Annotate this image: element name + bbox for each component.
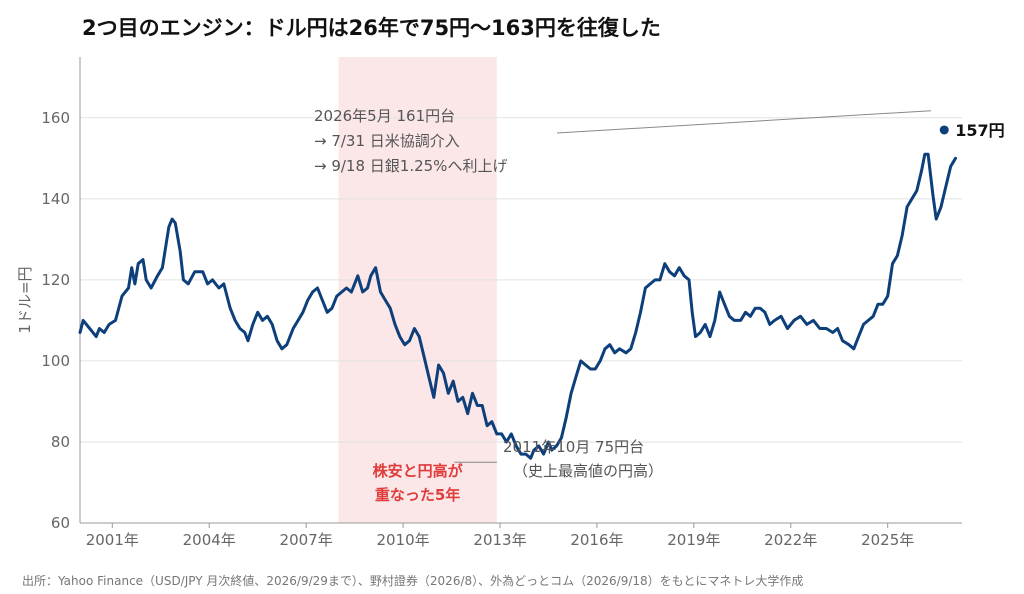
x-tick-label: 2004年 bbox=[183, 531, 236, 549]
annotation-leader-line bbox=[556, 110, 931, 134]
highlight-band-label: 重なった5年 bbox=[375, 486, 460, 504]
x-tick-label: 2025年 bbox=[861, 531, 914, 549]
x-tick-label: 2010年 bbox=[376, 531, 429, 549]
chart-title: 2つ目のエンジン：ドル円は26年で75円〜163円を往復した bbox=[82, 16, 661, 40]
annotation-text: （史上最高値の円高） bbox=[513, 462, 663, 480]
axes-group: 60 80 100 120 140 160 2001年 2004年 2007年 2010年 2013… bbox=[41, 57, 962, 549]
x-tick-label: 2007年 bbox=[280, 531, 333, 549]
y-tick-label: 100 bbox=[41, 352, 70, 370]
highlight-band-label: 株安と円高が bbox=[373, 462, 464, 480]
x-tick-label: 2022年 bbox=[764, 531, 817, 549]
x-tick-label: 2016年 bbox=[570, 531, 623, 549]
annotation-text: → 7/31 日米協調介入 bbox=[314, 132, 460, 150]
end-point-marker bbox=[939, 125, 949, 135]
annotation-text: → 9/18 日銀1.25%へ利上げ bbox=[314, 157, 507, 175]
y-tick-label: 160 bbox=[41, 109, 70, 127]
series-group: 157円 bbox=[78, 121, 1005, 460]
y-tick-label: 140 bbox=[41, 190, 70, 208]
y-tick-label: 120 bbox=[41, 271, 70, 289]
y-tick-label: 60 bbox=[51, 514, 70, 532]
x-tick-label: 2001年 bbox=[86, 531, 139, 549]
series-line bbox=[78, 152, 957, 460]
y-axis-label: 1ドル=円 bbox=[16, 266, 34, 333]
source-note: 出所：Yahoo Finance（USD/JPY 月次終値、2026/9/29ま… bbox=[22, 573, 803, 588]
x-tick-label: 2019年 bbox=[667, 531, 720, 549]
x-tick-label: 2013年 bbox=[473, 531, 526, 549]
y-tick-label: 80 bbox=[51, 433, 70, 451]
annotation-text: 2011年10月 75円台 bbox=[503, 438, 644, 456]
end-value-label: 157円 bbox=[955, 121, 1004, 140]
annotation-text: 2026年5月 161円台 bbox=[314, 107, 455, 125]
